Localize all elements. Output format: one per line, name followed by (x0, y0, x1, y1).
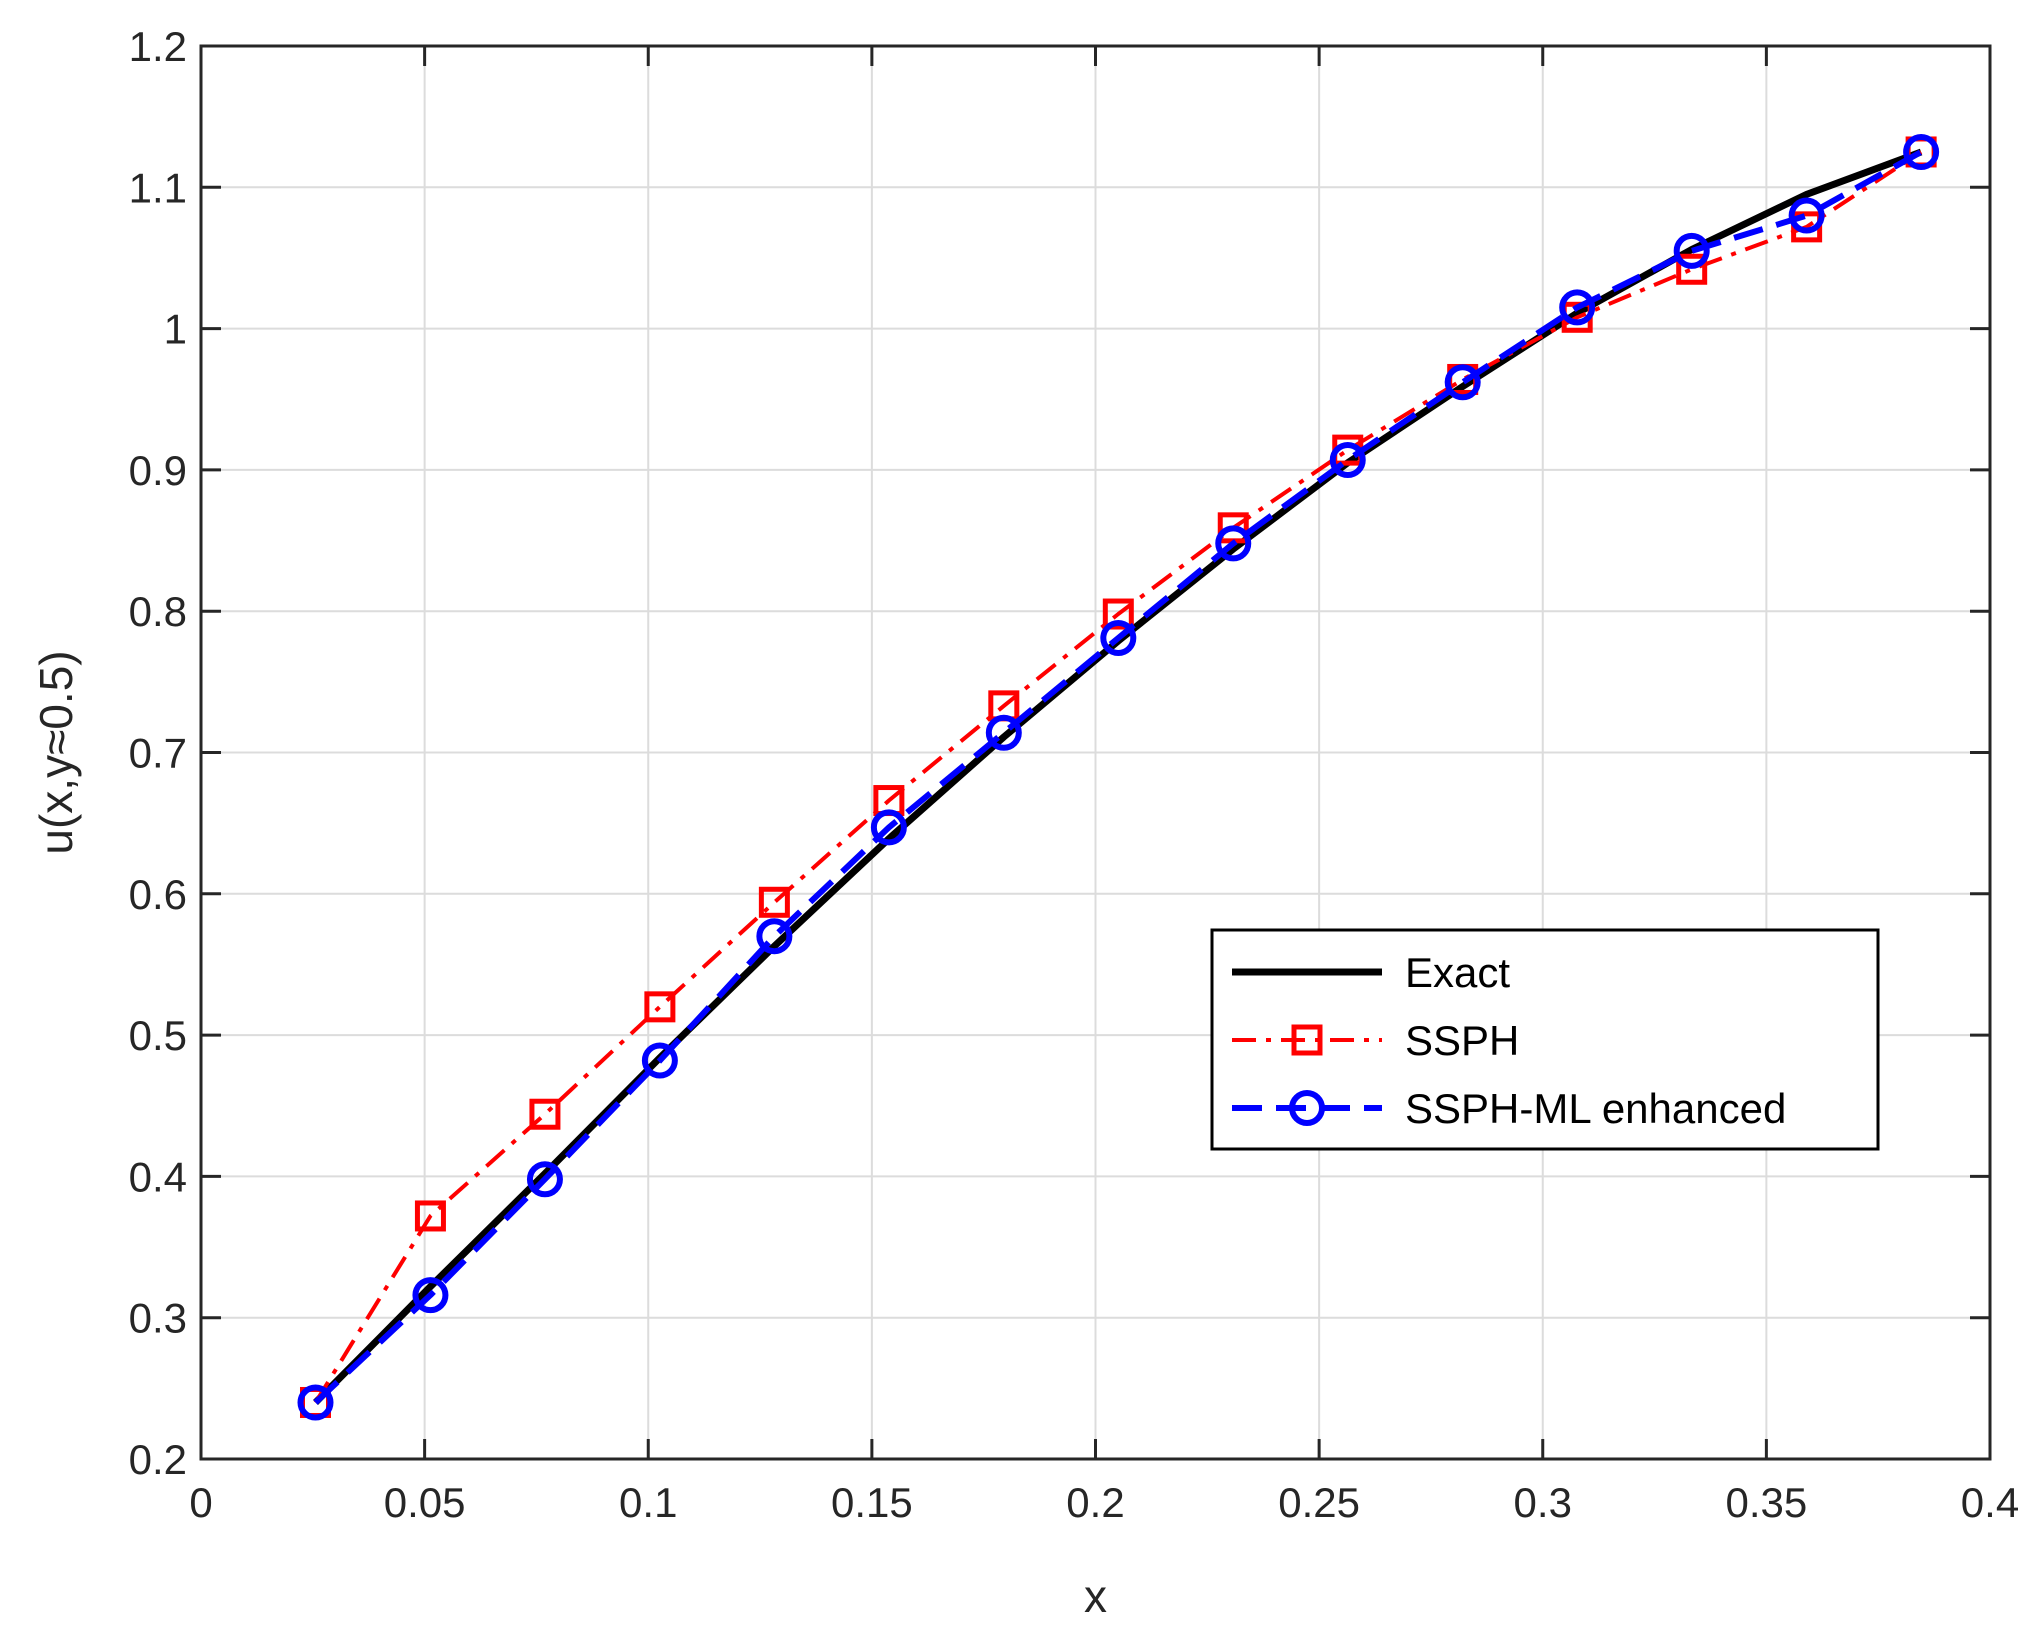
data-point (414, 1200, 446, 1232)
x-tick-label: 0 (189, 1479, 212, 1526)
data-point (1215, 525, 1252, 562)
data-point (1329, 442, 1366, 479)
legend-label: SSPH (1405, 1017, 1519, 1064)
legend-marker (1289, 1090, 1325, 1126)
y-tick-label: 0.6 (129, 871, 187, 918)
data-point (758, 886, 790, 918)
x-axis-label: x (1084, 1570, 1107, 1622)
data-point (1444, 364, 1481, 401)
y-tick-label: 1.2 (129, 23, 187, 70)
data-point (985, 714, 1022, 751)
data-point (526, 1161, 563, 1198)
y-axis-label: u(x,y≈0.5) (30, 650, 82, 854)
x-tick-label: 0.05 (384, 1479, 466, 1526)
data-point (756, 918, 793, 955)
data-point (1102, 598, 1134, 630)
x-tick-label: 0.25 (1278, 1479, 1360, 1526)
data-point (1676, 253, 1708, 285)
y-tick-label: 0.8 (129, 588, 187, 635)
y-tick-label: 0.4 (129, 1153, 187, 1200)
axis-ticks: 0 0.05 0.1 0.15 0.2 0.25 0.3 0.35 0.4 0.2 0.3 0.4 0.… (129, 23, 2020, 1526)
legend-item: SSPH (1232, 1017, 1519, 1064)
legend-label: Exact (1405, 949, 1510, 996)
data-point (1673, 232, 1710, 269)
y-tick-label: 0.2 (129, 1436, 187, 1483)
data-point (870, 809, 907, 846)
y-tick-label: 0.9 (129, 447, 187, 494)
x-tick-label: 0.35 (1726, 1479, 1808, 1526)
data-point (412, 1277, 449, 1314)
series-ssph-ml-enhanced (297, 133, 1940, 1421)
x-tick-label: 0.1 (619, 1479, 677, 1526)
legend: Exact SSPH SSPH-ML enhanced (1210, 928, 1880, 1151)
y-tick-label: 1 (164, 306, 187, 353)
x-tick-label: 0.4 (1961, 1479, 2019, 1526)
legend-label: SSPH-ML enhanced (1405, 1085, 1786, 1132)
data-point (1559, 289, 1596, 326)
y-tick-label: 0.3 (129, 1295, 187, 1342)
x-tick-label: 0.15 (831, 1479, 913, 1526)
data-point (1100, 620, 1137, 657)
data-point (529, 1098, 561, 1130)
legend-marker (1291, 1024, 1323, 1056)
data-point (297, 1384, 334, 1421)
y-tick-label: 1.1 (129, 164, 187, 211)
data-point (1903, 133, 1940, 170)
x-tick-label: 0.2 (1066, 1479, 1124, 1526)
data-point (641, 1042, 678, 1079)
legend-item: Exact (1232, 949, 1510, 996)
x-tick-label: 0.3 (1514, 1479, 1572, 1526)
series-group (297, 133, 1940, 1421)
series-line (313, 150, 1923, 1404)
y-tick-label: 0.7 (129, 730, 187, 777)
data-point (644, 991, 676, 1023)
data-point (1788, 197, 1825, 234)
series-line (313, 149, 1923, 1405)
y-tick-label: 0.5 (129, 1012, 187, 1059)
legend-item: SSPH-ML enhanced (1232, 1085, 1786, 1132)
